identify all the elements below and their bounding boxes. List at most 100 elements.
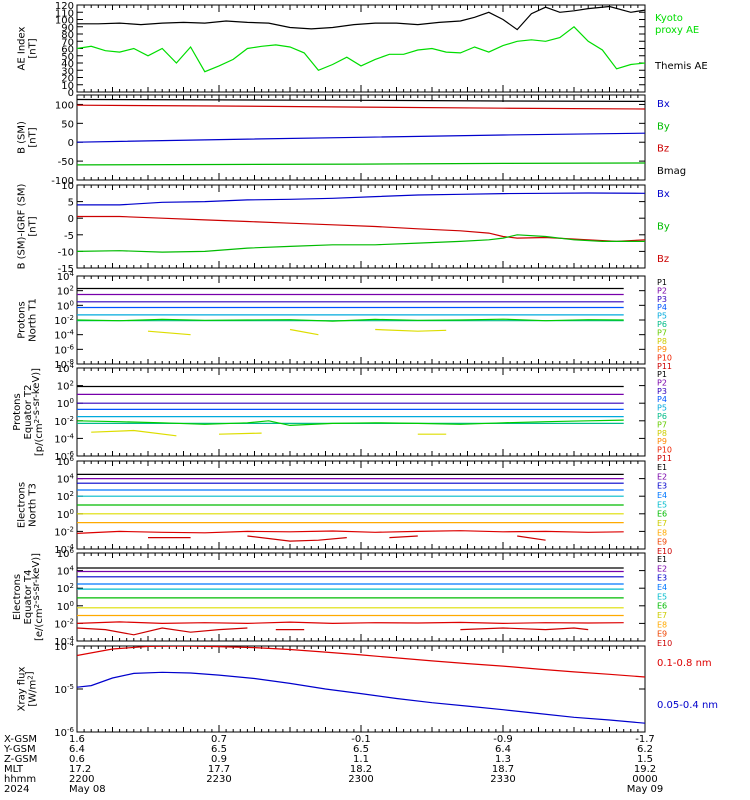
y-tick-label: 100 [55, 100, 74, 111]
y-tick-label: 10-2 [54, 314, 74, 327]
ephemeris-value: 1.6 [69, 734, 85, 745]
y-tick-label: 100 [57, 397, 74, 410]
legend-label: E5 [657, 500, 667, 509]
legend-label: P9 [657, 437, 667, 446]
y-tick-label: 104 [57, 473, 75, 486]
legend-label: P6 [657, 412, 667, 421]
legend-label: By [657, 222, 670, 233]
legend-label: P3 [657, 295, 667, 304]
series-line-themis-ae [77, 5, 645, 31]
ephemeris-value: 0.7 [211, 734, 227, 745]
y-tick-label: 100 [57, 299, 74, 312]
legend-label: P7 [657, 328, 667, 337]
series-line-bx [77, 192, 645, 206]
y-tick-label: 10-2 [54, 617, 74, 630]
y-tick-label: 100 [57, 600, 74, 613]
y-tick-label: 10-2 [54, 525, 74, 538]
y-tick-label: 10-4 [54, 329, 74, 342]
y-tick-label: 102 [57, 380, 74, 393]
series-line-e9 [77, 621, 624, 625]
series-line-e10c [389, 535, 418, 539]
ephemeris-value: -0.1 [351, 734, 371, 745]
ephemeris-value: 18.2 [350, 764, 372, 775]
y-tick-label: -50 [58, 157, 74, 168]
legend-label: P6 [657, 320, 667, 329]
y-tick-label: 70 [61, 37, 74, 48]
y-tick-label: 102 [57, 285, 74, 298]
legend-label: Bmag [657, 166, 686, 177]
y-axis-label: AE Index [17, 26, 28, 70]
legend-label: 0.05-0.4 nm [657, 700, 718, 711]
y-tick-label: 120 [55, 1, 74, 12]
ephemeris-row-label: MLT [4, 764, 24, 775]
panel-frame [76, 367, 646, 457]
legend-label: Bx [657, 99, 670, 110]
series-line-bmag [77, 98, 645, 102]
series-line-p8c [375, 328, 447, 332]
y-axis-label: B (SM) [17, 121, 28, 154]
series-line-p8b [218, 432, 262, 435]
series-line-p8 [147, 330, 191, 336]
legend-label: P1 [657, 278, 667, 287]
legend-label: E3 [657, 574, 667, 583]
y-tick-label: 104 [57, 362, 75, 375]
legend-label: E1 [657, 463, 667, 472]
y-axis-label: Electrons [17, 482, 28, 528]
series-line-p7 [77, 318, 624, 322]
series-line-bx [77, 132, 645, 143]
legend-label: P11 [657, 454, 672, 463]
y-tick-label: 10-5 [54, 683, 74, 696]
y-axis-label: [p/(cm2-s-sr-keV)] [31, 368, 45, 456]
ephemeris-value: 19.2 [634, 764, 656, 775]
legend-label: E10 [657, 547, 672, 556]
panel-3: -15 -10 -5 0 5 10 B (SM)-IGRF (SM) [nT] Bx By Bz [17, 181, 670, 275]
legend-label: E2 [657, 564, 667, 573]
ephemeris-value: -1.7 [635, 734, 655, 745]
y-tick-label: 90 [61, 23, 74, 34]
legend-label: P8 [657, 337, 667, 346]
y-axis-label: North T3 [28, 483, 39, 527]
legend-label: E8 [657, 620, 667, 629]
ephemeris-value: 1.3 [495, 754, 511, 765]
legend-label: P10 [657, 446, 672, 455]
y-tick-label: -5 [64, 231, 74, 242]
ephemeris-value: 0.6 [69, 754, 85, 765]
legend-label: E4 [657, 491, 667, 500]
legend-label: E6 [657, 510, 667, 519]
ephemeris-value: -0.9 [493, 734, 513, 745]
y-axis-label: [nT] [28, 38, 39, 58]
ephemeris-value: 6.4 [495, 744, 511, 755]
y-tick-label: 102 [57, 582, 74, 595]
y-tick-label: 10-4 [54, 640, 74, 653]
y-axis-label: Electrons [12, 574, 23, 620]
series-line-p8 [91, 429, 177, 437]
ephemeris-value: 0000 [632, 774, 657, 785]
y-tick-label: -10 [58, 247, 74, 258]
legend-label: P2 [657, 378, 667, 387]
y-axis-label: Equator T2 [23, 385, 34, 440]
legend-label: E9 [657, 630, 667, 639]
series-line-p8b [289, 328, 319, 336]
y-tick-label: 5 [68, 198, 74, 209]
ephemeris-row-label: X-GSM [4, 734, 37, 745]
series-line-e10c [460, 627, 589, 631]
ephemeris-value: 6.5 [353, 744, 369, 755]
legend-label: P9 [657, 345, 667, 354]
y-tick-label: 100 [57, 508, 74, 521]
legend-label: P5 [657, 404, 667, 413]
ephemeris-value: 17.2 [69, 764, 91, 775]
y-axis-label: Xray flux [17, 667, 28, 712]
ephemeris-value: 17.7 [208, 764, 230, 775]
y-axis-label: [nT] [28, 127, 39, 147]
y-tick-label: 0 [68, 88, 74, 99]
ephemeris-value: 6.5 [211, 744, 227, 755]
series-line-0.05-0.4-nm [77, 671, 645, 724]
y-tick-label: 104 [57, 270, 75, 283]
series-line-e10b [247, 535, 347, 542]
legend-label: P4 [657, 303, 667, 312]
y-tick-label: 106 [57, 455, 75, 468]
legend-label: P1 [657, 370, 667, 379]
